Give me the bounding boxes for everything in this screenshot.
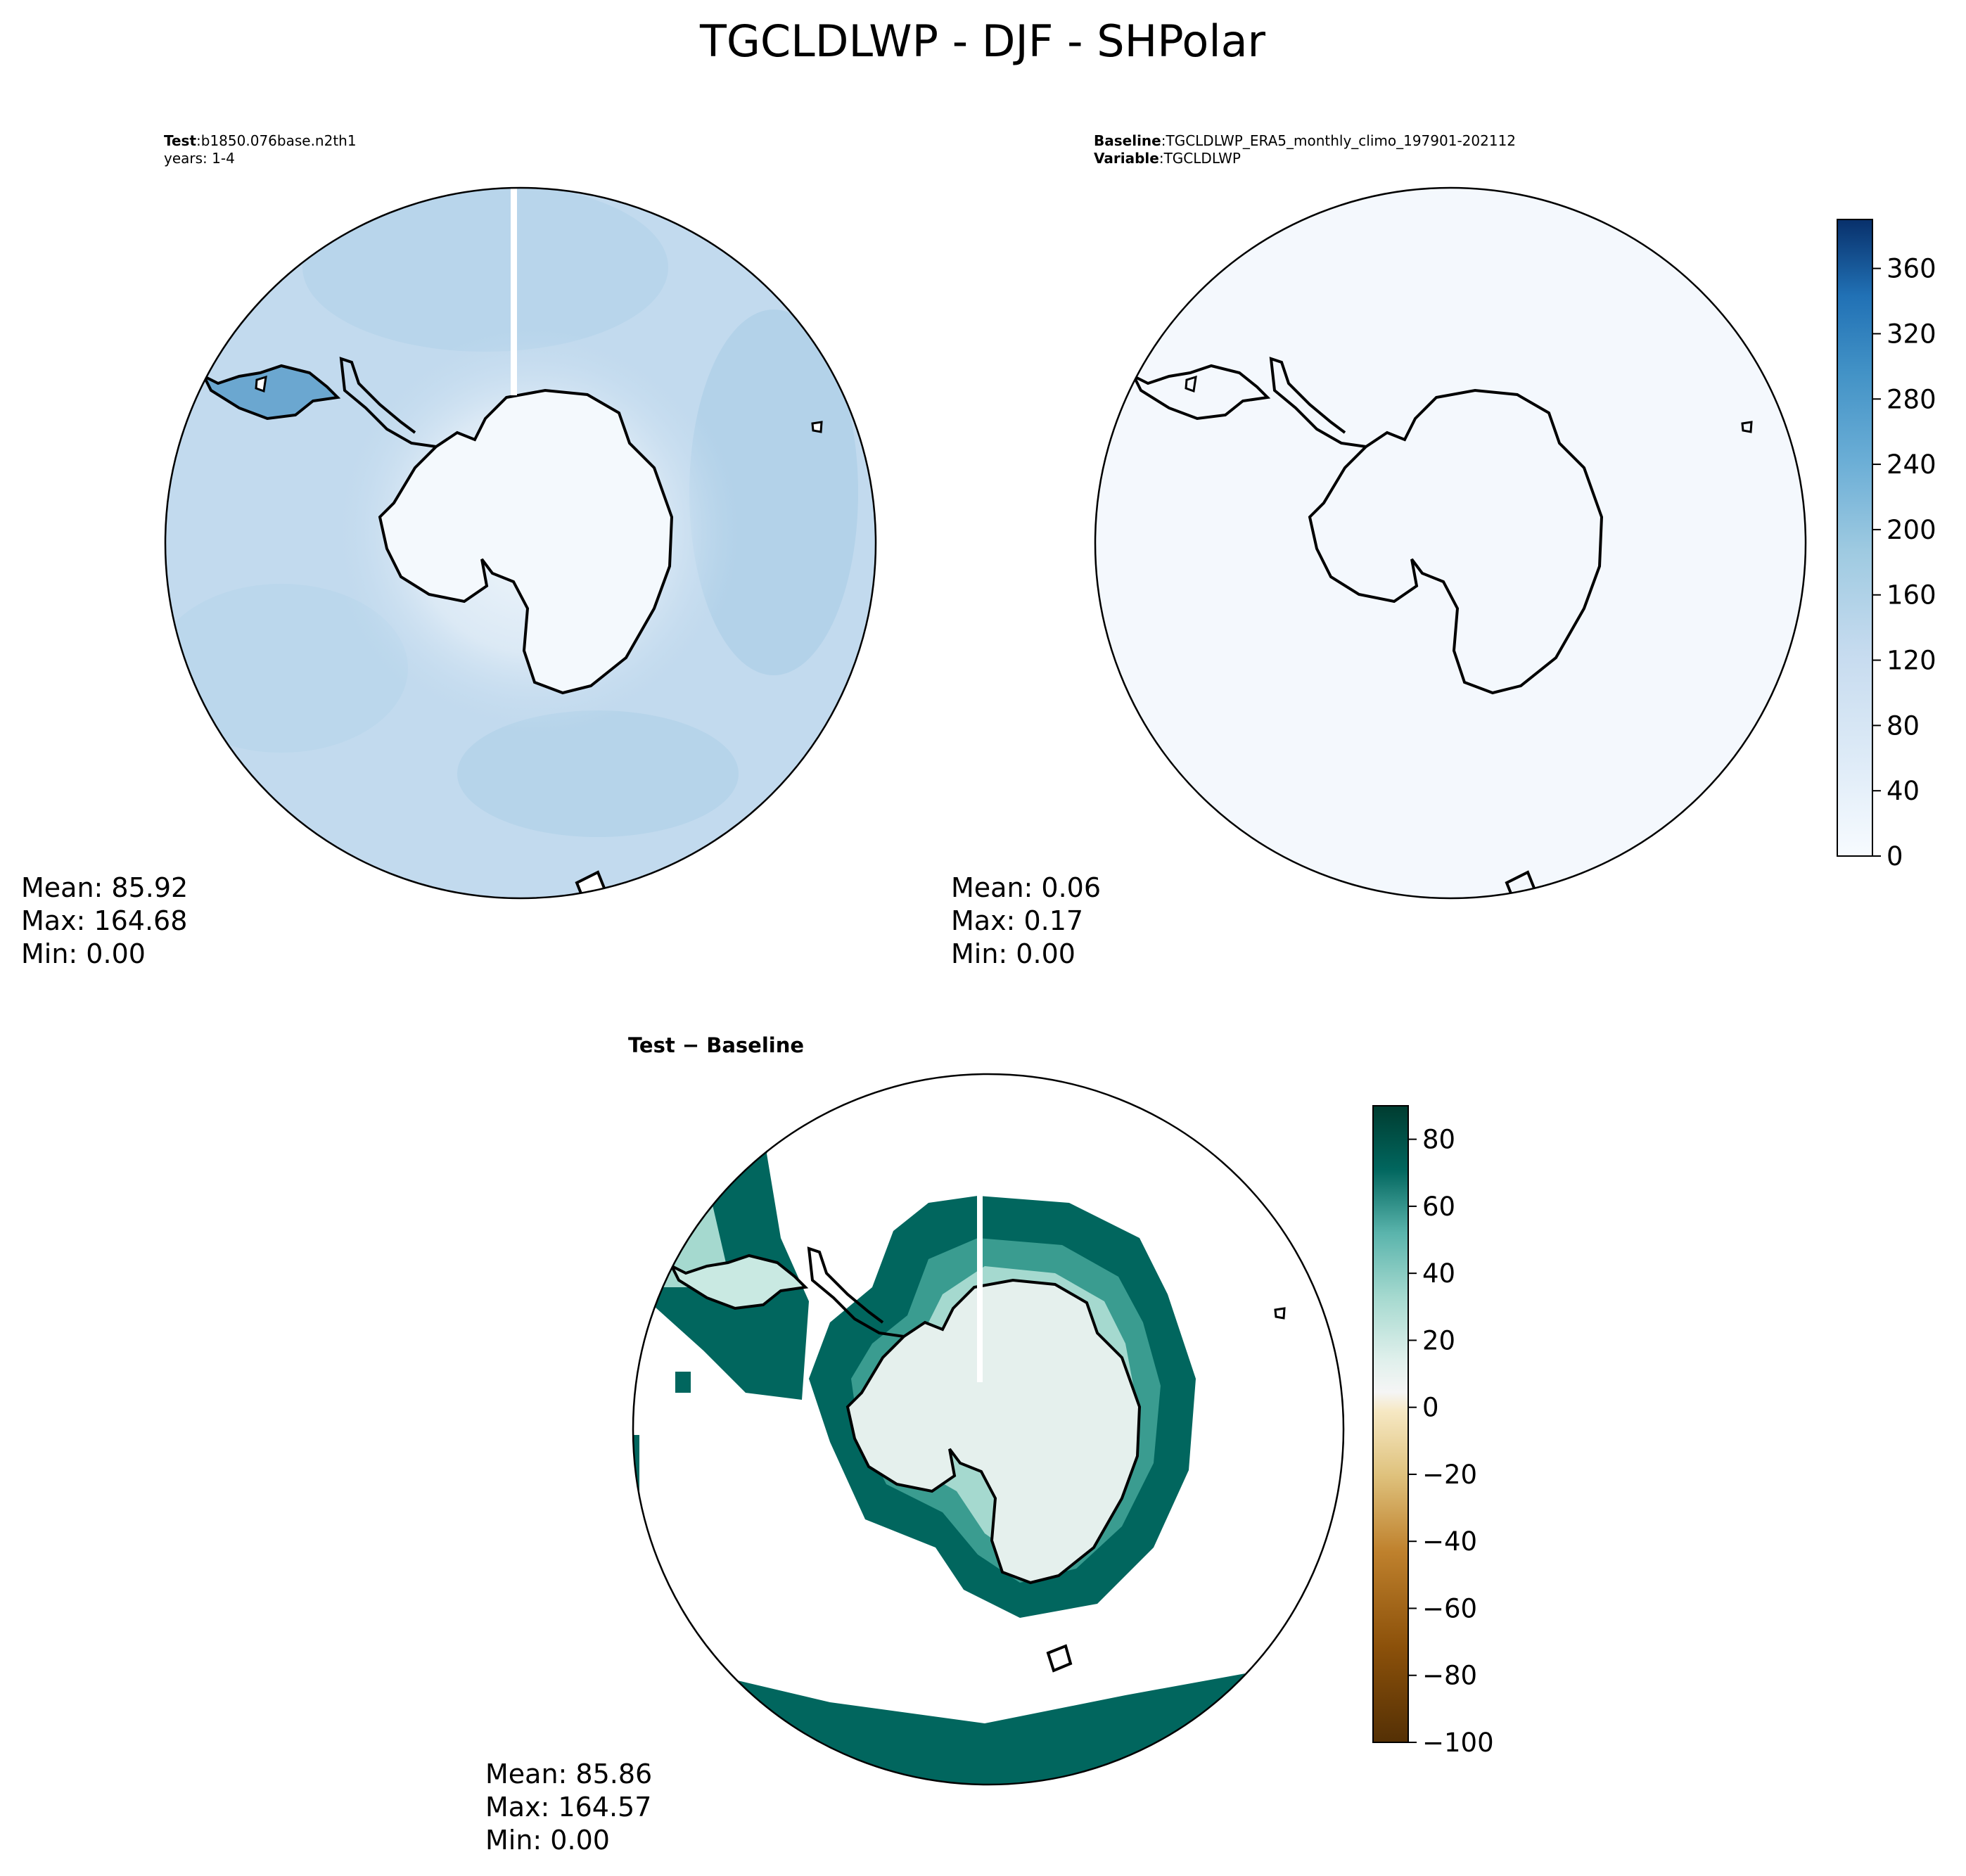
main-colorbar-gradient — [1837, 219, 1873, 857]
test-header-key: Test — [164, 132, 196, 149]
difference-max: Max: 164.57 — [485, 1792, 651, 1823]
baseline-header-value: TGCLDLWP_ERA5_monthly_climo_197901-20211… — [1165, 132, 1516, 149]
baseline-variable-value: TGCLDLWP — [1163, 150, 1241, 167]
figure-title: TGCLDLWP - DJF - SHPolar — [699, 15, 1266, 67]
main-colorbar-tick-label: 200 — [1887, 515, 1936, 545]
main-colorbar: 0 40 80 120 160 200 240 280 320 360 — [1837, 219, 1936, 872]
test-header: Test:b1850.076base.n2th1 — [164, 132, 357, 149]
baseline-variable-key: Variable — [1094, 150, 1159, 167]
difference-min: Min: 0.00 — [485, 1825, 610, 1856]
diff-colorbar-tick-label: 80 — [1422, 1125, 1455, 1155]
diff-colorbar-tick-label: −80 — [1422, 1661, 1477, 1691]
main-colorbar-tick-label: 280 — [1887, 384, 1936, 414]
main-colorbar-tick-label: 320 — [1887, 319, 1936, 349]
baseline-header: Baseline:TGCLDLWP_ERA5_monthly_climo_197… — [1094, 132, 1516, 149]
main-colorbar-tick-label: 240 — [1887, 449, 1936, 480]
main-colorbar-tick-label: 80 — [1887, 710, 1920, 741]
test-min: Min: 0.00 — [21, 938, 146, 969]
main-colorbar-tick-label: 40 — [1887, 776, 1920, 806]
main-colorbar-ticks: 0 40 80 120 160 200 240 280 320 360 — [1872, 254, 1936, 872]
test-years: years: 1-4 — [164, 150, 235, 167]
diff-colorbar-tick-label: 60 — [1422, 1192, 1455, 1222]
diff-colorbar-tick-label: 0 — [1422, 1393, 1439, 1423]
test-header-value: b1850.076base.n2th1 — [201, 132, 357, 149]
difference-map — [633, 1074, 1343, 1785]
diff-colorbar-tick-label: 40 — [1422, 1258, 1455, 1289]
baseline-min: Min: 0.00 — [951, 938, 1075, 969]
baseline-map — [1095, 188, 1806, 898]
diff-colorbar-tick-label: −40 — [1422, 1526, 1477, 1557]
diff-colorbar-ticks: −100 −80 −60 −40 −20 0 20 40 60 80 — [1408, 1125, 1494, 1758]
test-max: Max: 164.68 — [21, 905, 187, 936]
diff-colorbar-tick-label: 20 — [1422, 1325, 1455, 1355]
diff-colorbar-tick-label: −60 — [1422, 1593, 1477, 1623]
test-map-boundary — [164, 186, 877, 900]
diff-colorbar-gradient — [1372, 1105, 1409, 1743]
baseline-map-boundary — [1094, 186, 1807, 900]
difference-mean: Mean: 85.86 — [485, 1759, 652, 1789]
main-colorbar-tick-label: 120 — [1887, 646, 1936, 676]
difference-header: Test − Baseline — [628, 1033, 804, 1057]
main-colorbar-tick-label: 160 — [1887, 580, 1936, 611]
difference-panel: Test − Baseline Mean: 85.86 M — [485, 1033, 1345, 1856]
baseline-variable: Variable:TGCLDLWP — [1094, 150, 1241, 167]
diff-colorbar-tick-label: −20 — [1422, 1460, 1477, 1490]
baseline-panel: Baseline:TGCLDLWP_ERA5_monthly_climo_197… — [951, 132, 1807, 969]
test-map — [165, 188, 876, 898]
baseline-header-key: Baseline — [1094, 132, 1161, 149]
diff-colorbar: −100 −80 −60 −40 −20 0 20 40 60 80 — [1372, 1105, 1494, 1758]
diff-colorbar-tick-label: −100 — [1422, 1728, 1494, 1758]
baseline-mean: Mean: 0.06 — [951, 872, 1101, 903]
baseline-max: Max: 0.17 — [951, 905, 1083, 936]
test-panel: Test:b1850.076base.n2th1 years: 1-4 Mean… — [21, 132, 877, 969]
main-colorbar-tick-label: 0 — [1887, 841, 1903, 872]
test-mean: Mean: 85.92 — [21, 872, 188, 903]
difference-map-boundary — [632, 1073, 1345, 1786]
main-colorbar-tick-label: 360 — [1887, 254, 1936, 284]
